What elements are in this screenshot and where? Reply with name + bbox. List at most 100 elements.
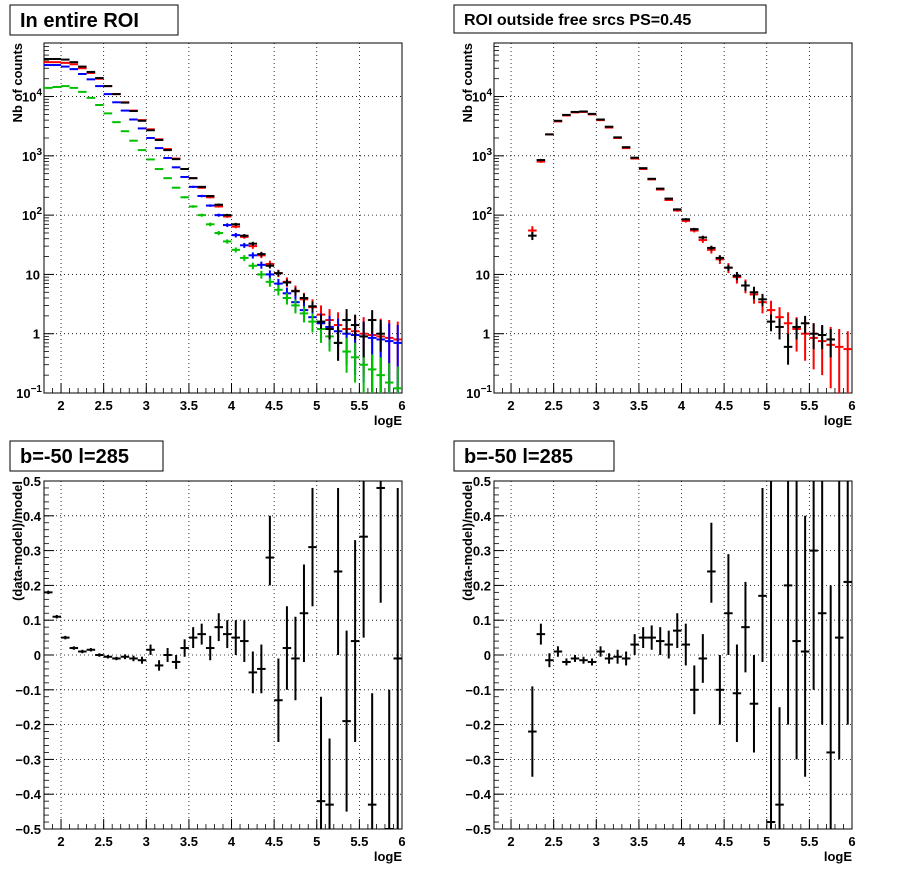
x-tick-label: 2.5 bbox=[545, 834, 563, 849]
data-point bbox=[223, 239, 232, 244]
data-point bbox=[647, 625, 656, 650]
data-point bbox=[52, 61, 62, 64]
y-tick-label: −0.1 bbox=[15, 683, 41, 698]
data-point bbox=[333, 487, 343, 655]
data-point bbox=[223, 620, 232, 649]
data-point bbox=[197, 623, 206, 645]
data-point bbox=[613, 649, 622, 664]
data-point bbox=[188, 177, 198, 180]
y-tick-label: 0.4 bbox=[473, 509, 492, 524]
data-point bbox=[282, 606, 292, 690]
data-point bbox=[86, 78, 96, 81]
data-point bbox=[274, 285, 283, 296]
data-point bbox=[248, 241, 258, 246]
data-point bbox=[171, 166, 181, 169]
data-point bbox=[707, 245, 716, 251]
data-point bbox=[342, 337, 351, 373]
data-point bbox=[536, 623, 546, 645]
data-point bbox=[604, 125, 614, 128]
data-point bbox=[129, 110, 138, 113]
data-point bbox=[205, 635, 215, 661]
data-point bbox=[749, 655, 759, 753]
data-point bbox=[205, 204, 215, 207]
x-axis-label: logE bbox=[374, 849, 402, 864]
chart-title: ROI outside free srcs PS=0.45 bbox=[464, 12, 691, 29]
plot-frame bbox=[493, 480, 853, 830]
data-point bbox=[171, 158, 181, 161]
data-point bbox=[604, 653, 614, 664]
data-point bbox=[732, 271, 742, 281]
data-point bbox=[681, 623, 691, 666]
y-tick-label: −0.4 bbox=[465, 787, 491, 802]
data-point bbox=[103, 655, 113, 659]
chart-title: b=-50 l=285 bbox=[20, 446, 129, 468]
data-point bbox=[673, 208, 682, 211]
data-point bbox=[800, 315, 810, 334]
y-tick-label: 0.1 bbox=[23, 613, 41, 628]
data-point bbox=[78, 65, 87, 68]
title-box bbox=[453, 440, 615, 472]
data-point bbox=[214, 203, 223, 206]
data-point bbox=[137, 127, 147, 130]
data-point bbox=[359, 481, 368, 638]
data-point bbox=[647, 177, 656, 180]
data-point bbox=[180, 196, 189, 199]
data-point bbox=[163, 648, 172, 662]
y-axis-label: (data-model)/model bbox=[10, 481, 25, 601]
data-point bbox=[613, 136, 622, 139]
data-point bbox=[342, 630, 351, 812]
data-point bbox=[112, 101, 121, 104]
x-tick-label: 2.5 bbox=[95, 398, 113, 413]
data-point bbox=[52, 614, 62, 619]
y-tick-label: −0.2 bbox=[465, 718, 491, 733]
y-tick-label: 0 bbox=[484, 648, 491, 663]
data-point bbox=[367, 693, 377, 829]
x-tick-label: 5 bbox=[763, 834, 770, 849]
x-tick-label: 5.5 bbox=[350, 834, 368, 849]
data-point bbox=[86, 96, 96, 99]
data-point bbox=[834, 481, 844, 760]
data-point bbox=[231, 232, 241, 238]
series-3 bbox=[44, 85, 402, 393]
data-point bbox=[231, 222, 241, 226]
y-axis-label: Nb of counts bbox=[10, 43, 25, 122]
data-point bbox=[61, 635, 70, 640]
data-point bbox=[69, 61, 79, 64]
data-point bbox=[129, 139, 138, 142]
data-layer bbox=[44, 57, 402, 393]
data-point bbox=[103, 93, 113, 96]
data-point bbox=[562, 113, 571, 116]
data-point bbox=[205, 222, 215, 227]
data-point bbox=[766, 481, 776, 829]
data-point bbox=[817, 325, 827, 350]
x-tick-label: 3.5 bbox=[630, 398, 648, 413]
data-point bbox=[257, 261, 266, 269]
data-point bbox=[698, 235, 708, 240]
x-tick-label: 3.5 bbox=[630, 834, 648, 849]
data-point bbox=[163, 149, 172, 152]
data-point bbox=[95, 653, 104, 657]
data-point bbox=[758, 293, 767, 307]
data-point bbox=[231, 247, 241, 253]
data-point bbox=[536, 158, 546, 162]
data-point bbox=[376, 481, 385, 603]
data-point bbox=[792, 318, 801, 340]
data-point bbox=[120, 130, 130, 133]
y-tick-label: −0.1 bbox=[465, 683, 491, 698]
data-point bbox=[265, 515, 275, 586]
y-axis-label: (data-model)/model bbox=[460, 481, 475, 601]
data-point bbox=[724, 264, 733, 271]
data-point bbox=[809, 323, 818, 350]
y-tick-label: 0.3 bbox=[473, 544, 491, 559]
data-point bbox=[325, 321, 334, 340]
data-point bbox=[180, 167, 189, 170]
data-point bbox=[528, 231, 537, 241]
data-point bbox=[690, 227, 699, 231]
data-point bbox=[792, 481, 801, 760]
data-point bbox=[698, 634, 708, 683]
data-point bbox=[587, 112, 597, 115]
chart-panel-1: 2 2.5 3 3.5 4 4.5 5 5.5 6 10−1 1 10 102 103 104 logE Nb … bbox=[9, 4, 406, 428]
data-point bbox=[690, 665, 699, 715]
x-tick-label: 6 bbox=[398, 834, 405, 849]
data-point bbox=[112, 656, 121, 661]
